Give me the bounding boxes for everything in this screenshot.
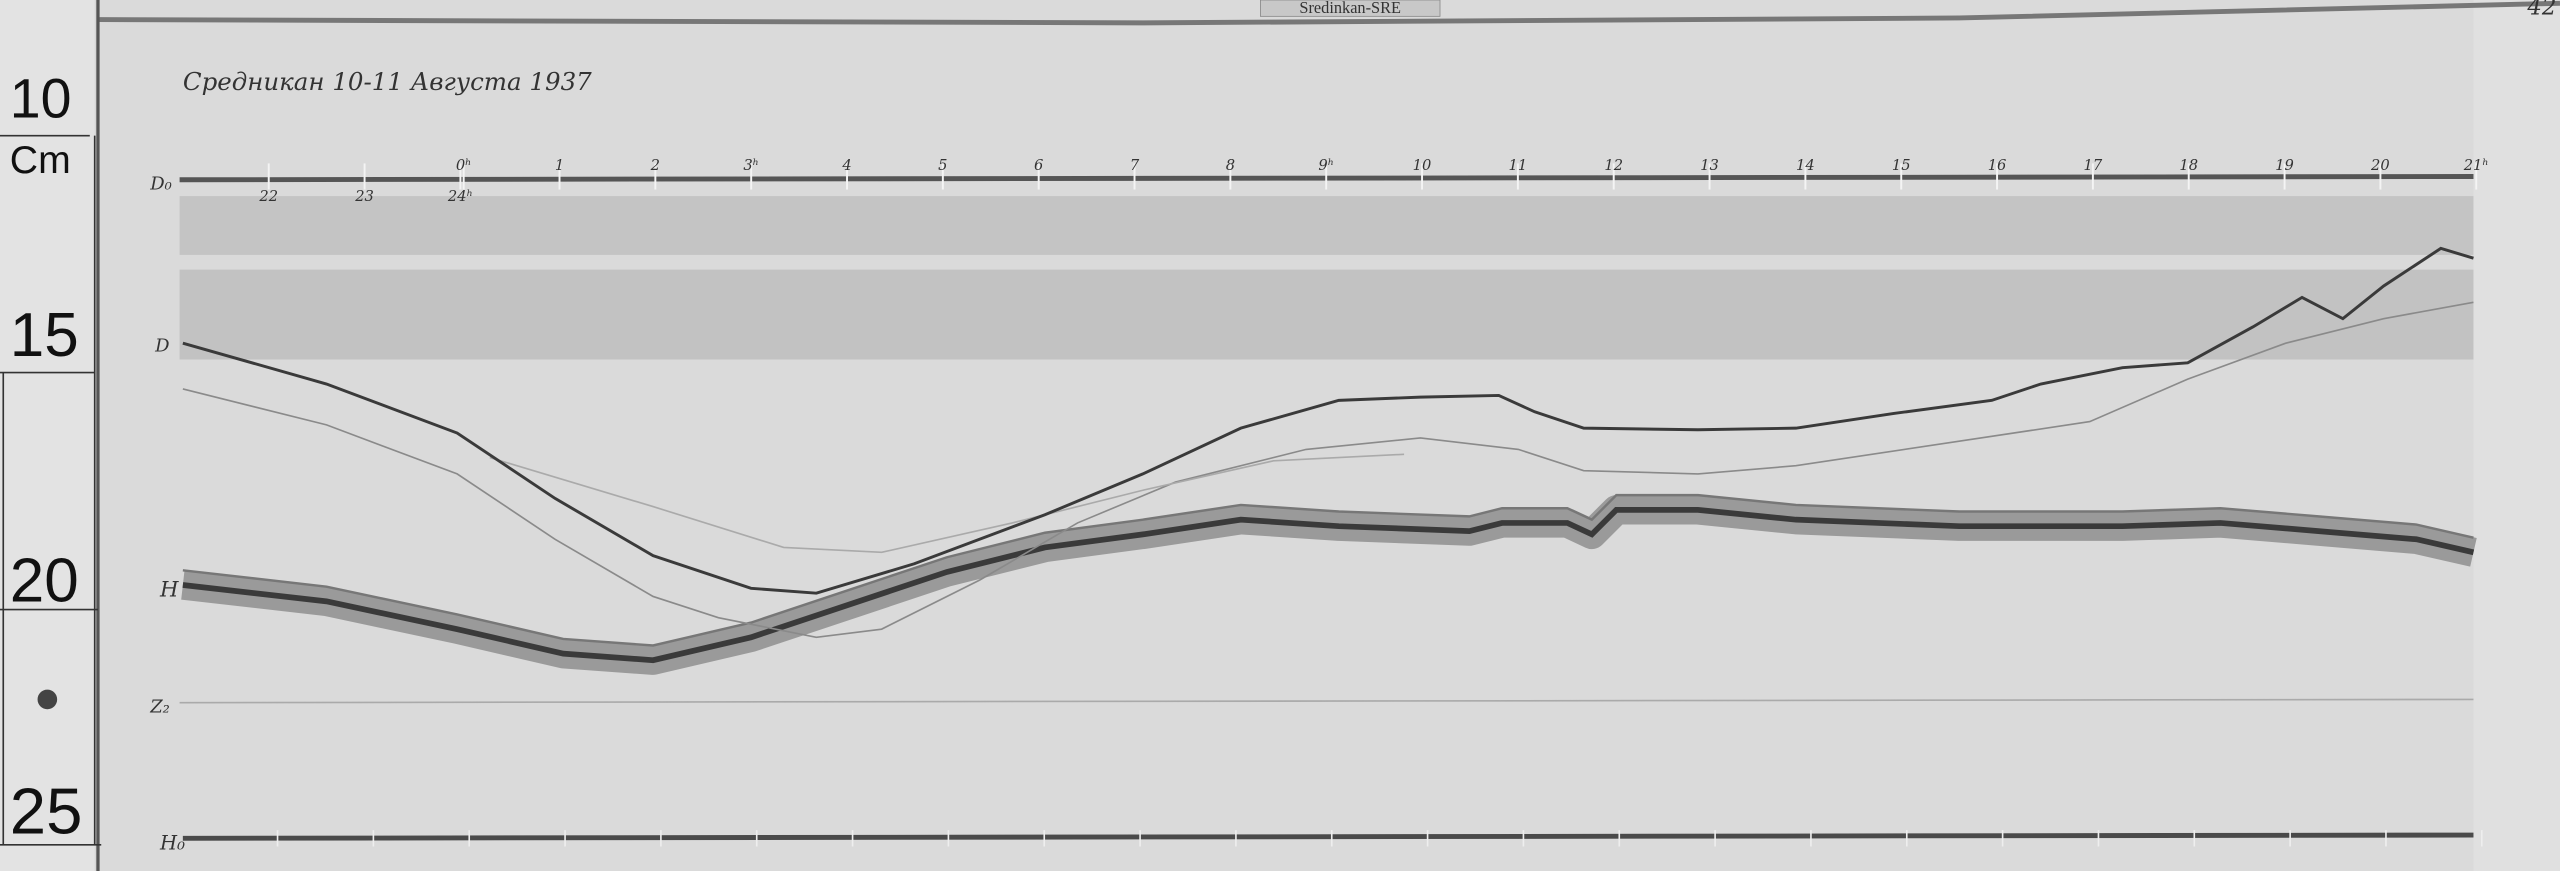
hour-label-top: 3ʰ xyxy=(743,157,759,174)
hour-label-top: 7 xyxy=(1130,157,1140,174)
d-trace-faint xyxy=(182,301,2474,639)
record-title: Средникан 10-11 Августа 1937 xyxy=(183,67,592,96)
h-baseline xyxy=(182,832,2474,841)
right-margin-strip xyxy=(2473,0,2560,871)
exposure-band-upper xyxy=(179,196,2474,255)
hour-label-top: 20 xyxy=(2370,157,2390,174)
exposure-band-lower xyxy=(179,269,2474,360)
hour-label-top: 11 xyxy=(1509,157,1528,174)
z-trace xyxy=(179,698,2474,704)
hour-label-top: 1 xyxy=(555,157,564,174)
hour-label-top: 9ʰ xyxy=(1318,157,1334,174)
hour-label-top: 5 xyxy=(938,157,947,174)
hour-label-top: 16 xyxy=(1988,157,2007,174)
paper-background xyxy=(97,0,2560,871)
hour-label-top: 19 xyxy=(2275,157,2294,174)
hour-labels: 0ʰ 1 2 3ʰ 4 5 6 7 8 9ʰ 10 11 12 13 14 15 16 17 18 19 20 21ʰ22… xyxy=(258,157,2488,205)
hour-label-top: 12 xyxy=(1604,157,1623,174)
hour-label-top: 4 xyxy=(841,157,851,174)
h-trace-upper xyxy=(182,493,2474,647)
d-trace xyxy=(182,246,2474,595)
label-h: H xyxy=(159,577,179,602)
ruler-unit: Cm xyxy=(10,139,71,182)
hour-label-top: 2 xyxy=(650,157,660,174)
sheet-number: 42 xyxy=(2526,0,2556,21)
pin-hole xyxy=(37,689,58,710)
hour-label-bottom: 22 xyxy=(258,188,278,205)
hour-label-top: 21ʰ xyxy=(2463,157,2489,174)
label-z: Z₂ xyxy=(149,696,170,717)
hour-ticks xyxy=(267,163,2483,847)
sheet-top-edge xyxy=(97,0,2560,26)
hour-label-top: 0ʰ xyxy=(456,157,472,174)
ruler-mark-15: 15 xyxy=(10,301,79,370)
d-trace-faint-upper xyxy=(489,453,1405,554)
ruler-mark-10: 10 xyxy=(10,68,72,130)
ruler-box-lines xyxy=(0,134,102,846)
ruler-strip xyxy=(0,0,95,871)
hour-label-top: 8 xyxy=(1226,157,1235,174)
hour-label-top: 17 xyxy=(2084,157,2103,174)
hour-label-bottom: 23 xyxy=(354,188,374,205)
ruler-mark-25: 25 xyxy=(10,774,83,847)
station-tag: Sredinkan-SRE xyxy=(1299,0,1401,17)
hour-label-top: 14 xyxy=(1796,157,1815,174)
traces xyxy=(181,246,2477,675)
label-d: D xyxy=(154,335,169,356)
hour-label-bottom: 24ʰ xyxy=(447,188,473,205)
h-trace xyxy=(182,506,2475,664)
label-h-baseline: H₀ xyxy=(159,832,185,855)
hour-label-top: 10 xyxy=(1413,157,1432,174)
station-tag-label xyxy=(1260,0,1441,17)
hour-label-top: 15 xyxy=(1892,157,1911,174)
hour-label-top: 18 xyxy=(2179,157,2198,174)
label-d-baseline: D₀ xyxy=(149,174,172,195)
ruler-mark-20: 20 xyxy=(10,546,79,615)
hour-label-top: 13 xyxy=(1700,157,1719,174)
hour-label-top: 6 xyxy=(1034,157,1043,174)
